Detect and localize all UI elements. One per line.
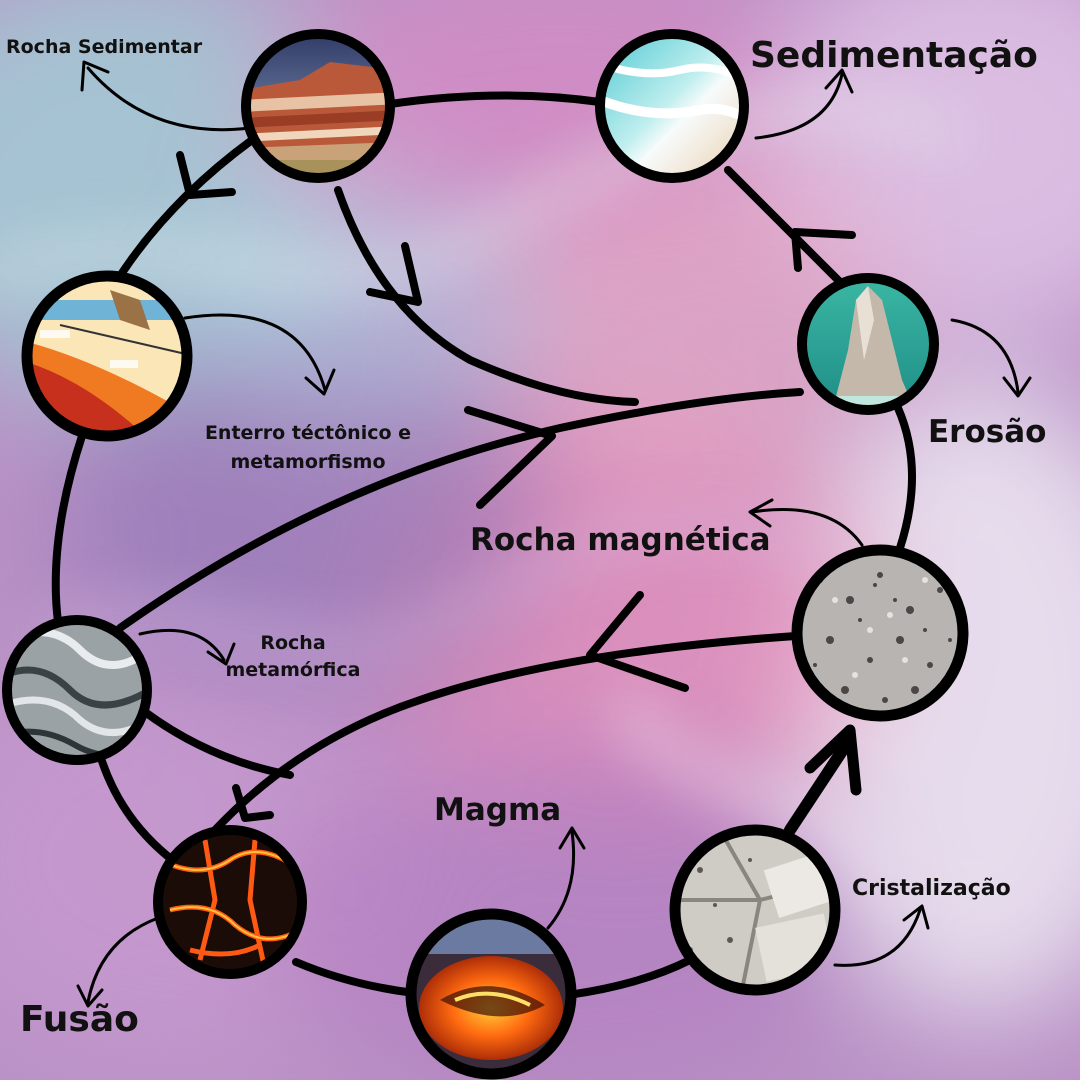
line-metamorphic-lava [96, 751, 179, 866]
line-sedimentary-beach [386, 91, 604, 108]
line-crystal-granite [784, 736, 854, 836]
arrowhead-loop [366, 242, 422, 306]
line-erosion-granite [894, 404, 916, 552]
line-metamorphic-erosion [116, 388, 804, 632]
line-lava-magma [292, 958, 418, 997]
label-cristalizacao: Cristalização [852, 876, 1011, 901]
lava-photo [153, 825, 307, 979]
granite-photo [791, 544, 969, 722]
crystallized-rock-photo [669, 824, 841, 996]
line-tectonic-metamorphic [51, 432, 86, 626]
magma-photo [405, 908, 577, 1080]
label-sedimentacao: Sedimentação [750, 35, 1038, 76]
arrowhead-crystal [804, 724, 862, 796]
sedimentary-rock-photo [241, 29, 395, 183]
arrowhead-erosion-up [791, 228, 856, 272]
label-fusao: Fusão [20, 999, 139, 1040]
line-magma-crystal [564, 956, 694, 999]
label-rocha-sedimentar: Rocha Sedimentar [6, 36, 203, 58]
arrowhead-lava [232, 784, 274, 822]
line-sedimentary-loop [334, 186, 639, 406]
sea-stack-photo [797, 273, 939, 415]
label-arrows [76, 60, 1032, 1008]
label-metamorfica-line1: Rocha [260, 632, 326, 654]
cycle-lines [51, 91, 916, 999]
label-erosao: Erosão [928, 414, 1047, 450]
label-enterro-line2: metamorfismo [230, 450, 386, 473]
arrowhead-granite [586, 591, 689, 692]
line-metamorphic-lower [141, 708, 294, 779]
label-enterro-line1: Enterro téctônico e [204, 422, 412, 444]
line-beach-erosion [724, 166, 846, 288]
beach-photo [595, 29, 749, 183]
label-magma: Magma [434, 792, 562, 828]
arrowhead-center [464, 406, 556, 509]
label-metamorfica-line2: metamórfica [225, 658, 361, 681]
label-rocha-magnetica: Rocha magnética [470, 522, 771, 558]
label-enterro-tectonico: Enterro téctônico e metamorfismo [168, 422, 448, 474]
label-rocha-metamorfica: Rocha metamórfica [218, 632, 368, 682]
arrowheads [176, 151, 862, 822]
tectonic-diagram [21, 270, 193, 442]
arrowhead-down-left [176, 151, 236, 199]
line-sedimentary-tectonic [116, 136, 256, 280]
metamorphic-rock-photo [2, 615, 152, 765]
